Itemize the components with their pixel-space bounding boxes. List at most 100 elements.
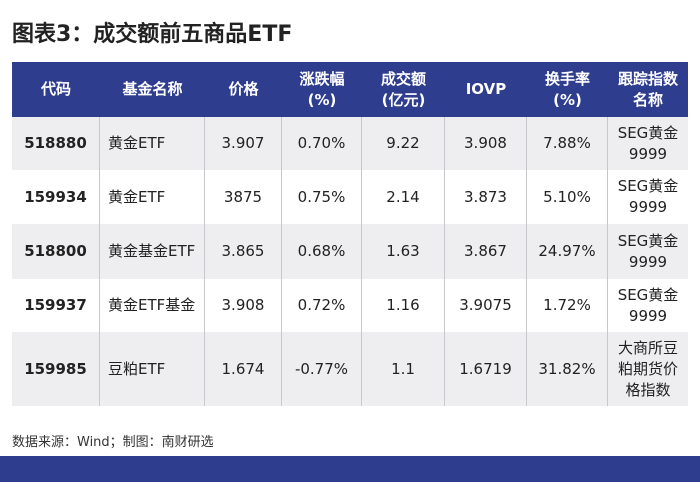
cell-text: 9999 xyxy=(628,144,668,163)
cell-text: 粕期货价 xyxy=(617,359,678,378)
cell-text: 0.75% xyxy=(297,187,346,206)
cell-text: 黄金ETF基金 xyxy=(108,296,196,314)
cell-text: 9999 xyxy=(628,252,668,271)
header-cell: 涨跌幅 (%) xyxy=(282,62,362,117)
cell-text: SEG黄金 xyxy=(617,123,679,142)
cell-text: SEG黄金 xyxy=(617,177,679,195)
cell-text: 涨跌幅 xyxy=(299,69,345,88)
table-cell: 黄金基金ETF xyxy=(100,224,205,279)
table-cell: SEG黄金 9999 xyxy=(608,224,688,279)
cell-text: SEG黄金 xyxy=(617,285,679,304)
table-cell: 黄金ETF xyxy=(100,170,205,224)
cell-text: 5.10% xyxy=(543,187,591,206)
table-cell: 1.72% xyxy=(527,279,608,332)
cell-text: 1.674 xyxy=(221,359,265,378)
cell-text: 3.908 xyxy=(221,296,265,314)
table-cell: 3.865 xyxy=(205,224,282,279)
header-cell: 价格 xyxy=(205,62,282,117)
cell-text: 代码 xyxy=(40,80,71,98)
cell-text: 1.16 xyxy=(386,296,420,314)
table-cell: 5.10% xyxy=(527,170,608,224)
cell-text: 9999 xyxy=(628,306,668,325)
cell-text: 159934 xyxy=(24,187,87,206)
cell-text: (%) xyxy=(307,90,337,109)
table-cell: 159934 xyxy=(12,170,100,224)
table-row: 159985 豆粕ETF 1.674 -0.77% 1.1 1.6719 31.82% 大商所… xyxy=(12,332,688,406)
cell-text: 0.70% xyxy=(297,134,346,152)
cell-text: 豆粕ETF xyxy=(108,359,166,378)
header-cell: 代码 xyxy=(12,62,100,117)
table-cell: SEG黄金 9999 xyxy=(608,117,688,170)
table-cell: 518800 xyxy=(12,224,100,279)
footer-band xyxy=(0,456,700,482)
cell-text: 31.82% xyxy=(538,359,596,378)
title: 图表3：成交额前五商品ETF xyxy=(12,22,293,47)
cell-text: 名称 xyxy=(632,90,663,109)
cell-text: 2.14 xyxy=(386,187,420,206)
cell-text: 7.88% xyxy=(543,134,591,152)
cell-text: 1.1 xyxy=(391,359,415,378)
table-cell: 黄金ETF xyxy=(100,117,205,170)
cell-text: 0.68% xyxy=(297,242,346,260)
cell-text: 3875 xyxy=(223,187,263,206)
cell-text: 成交额 xyxy=(380,69,426,88)
table-cell: -0.77% xyxy=(282,332,362,406)
table-cell: 7.88% xyxy=(527,117,608,170)
cell-text: 9999 xyxy=(628,198,668,216)
table-cell: 1.16 xyxy=(362,279,445,332)
table-cell: 3.908 xyxy=(445,117,527,170)
table-cell: 31.82% xyxy=(527,332,608,406)
cell-text: 黄金ETF xyxy=(108,134,166,152)
cell-text: 基金名称 xyxy=(122,80,183,98)
table-cell: 159985 xyxy=(12,332,100,406)
cell-text: 3.873 xyxy=(464,187,507,206)
table-row: 159934 黄金ETF 3875 0.75% 2.14 3.873 5.10% SEG黄金 9… xyxy=(12,170,688,224)
table-cell: 0.72% xyxy=(282,279,362,332)
table-row: 518880 黄金ETF 3.907 0.70% 9.22 3.908 7.88% SEG黄金… xyxy=(12,117,688,170)
table-cell: 0.75% xyxy=(282,170,362,224)
cell-text: 格指数 xyxy=(625,380,671,399)
cell-text: 黄金基金ETF xyxy=(108,242,196,260)
table-cell: 3.9075 xyxy=(445,279,527,332)
table-cell: 0.68% xyxy=(282,224,362,279)
cell-text: 换手率 xyxy=(544,69,590,88)
cell-text: 3.907 xyxy=(221,134,265,152)
cell-text: 0.72% xyxy=(297,296,346,314)
table-cell: 1.6719 xyxy=(445,332,527,406)
table-cell: 1.1 xyxy=(362,332,445,406)
cell-text: 跟踪指数 xyxy=(617,69,678,88)
cell-text: SEG黄金 xyxy=(617,231,679,250)
cell-text: 黄金ETF xyxy=(108,187,166,206)
table-cell: 大商所豆粕期货价格指数 xyxy=(608,332,688,406)
cell-text: 518880 xyxy=(24,134,87,152)
cell-text: 3.9075 xyxy=(459,296,512,314)
table-row: 159937 黄金ETF基金 3.908 0.72% 1.16 3.9075 1.72% SE… xyxy=(12,279,688,332)
cell-text: 159937 xyxy=(24,296,87,314)
table-cell: 3.867 xyxy=(445,224,527,279)
cell-text: IOVP xyxy=(465,80,507,98)
cell-text: 1.63 xyxy=(386,242,420,260)
cell-text: 3.908 xyxy=(464,134,507,152)
cell-text: 1.6719 xyxy=(459,359,512,378)
table-cell: SEG黄金 9999 xyxy=(608,170,688,224)
header-cell: 成交额 (亿元) xyxy=(362,62,445,117)
cell-text: 9.22 xyxy=(386,134,420,152)
cell-text: 3.867 xyxy=(464,242,507,260)
header-cell: 基金名称 xyxy=(100,62,205,117)
cell-text: -0.77% xyxy=(294,359,349,378)
cell-text: (亿元) xyxy=(381,90,426,109)
source-note: 数据来源：Wind；制图：南财研选 xyxy=(12,435,214,450)
header-row: 代码 基金名称 价格 涨跌幅 (%) 成交额 (亿元) IOVP 换手率 (%) 跟踪指数 名称 xyxy=(12,62,688,117)
table-cell: 0.70% xyxy=(282,117,362,170)
header-cell: 换手率 (%) xyxy=(527,62,608,117)
table-cell: SEG黄金 9999 xyxy=(608,279,688,332)
cell-text: 大商所豆 xyxy=(617,338,678,357)
table-cell: 24.97% xyxy=(527,224,608,279)
table-cell: 豆粕ETF xyxy=(100,332,205,406)
cell-text: 3.865 xyxy=(221,242,265,260)
table-cell: 3.873 xyxy=(445,170,527,224)
table-cell: 1.63 xyxy=(362,224,445,279)
table-cell: 1.674 xyxy=(205,332,282,406)
table-cell: 9.22 xyxy=(362,117,445,170)
